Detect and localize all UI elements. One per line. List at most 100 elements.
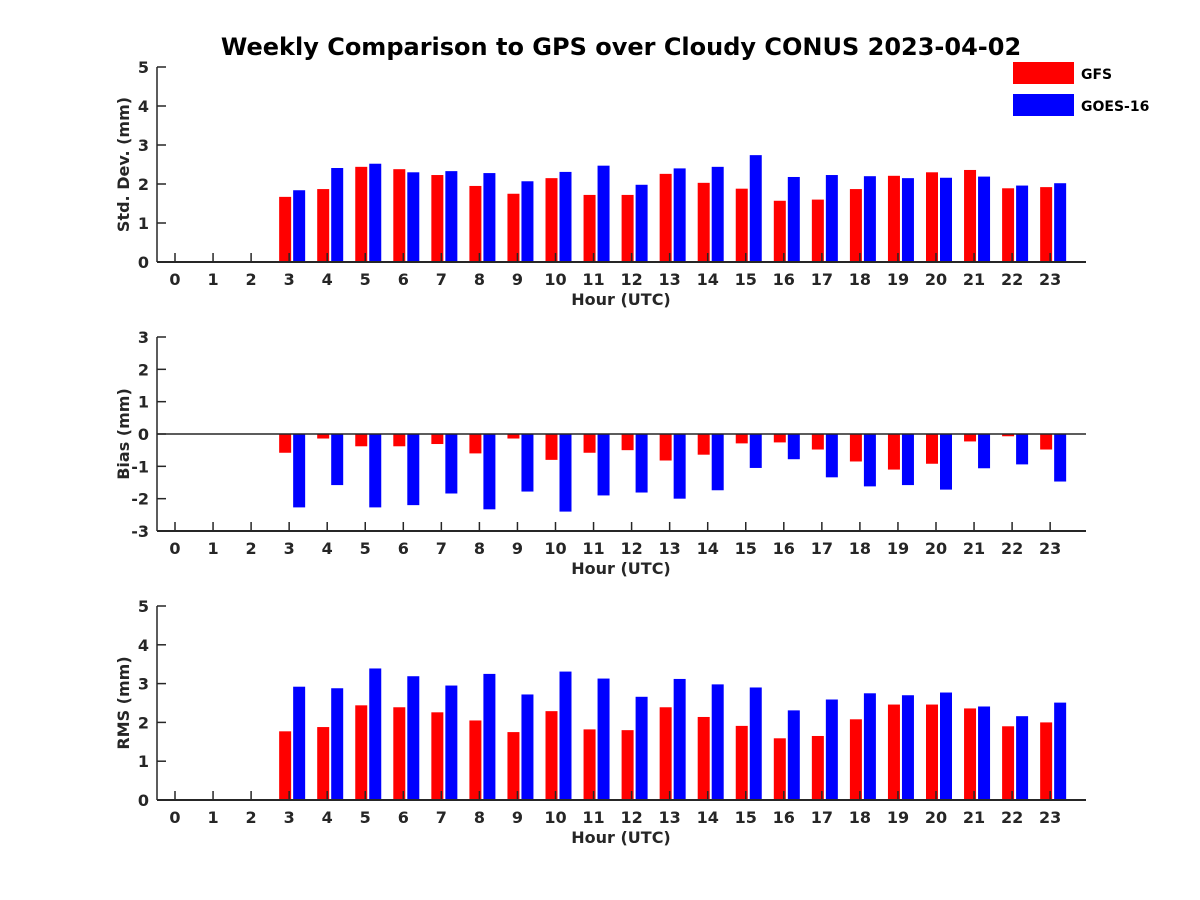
bar-gfs-hour-11 [583, 434, 596, 453]
x-tick-label: 6 [398, 808, 409, 827]
x-tick-label: 9 [512, 270, 523, 289]
bar-gfs-hour-18 [849, 189, 862, 262]
y-tick-label: 5 [138, 58, 149, 77]
x-axis-label: Hour (UTC) [571, 290, 671, 309]
x-tick-label: 0 [169, 270, 180, 289]
bar-gfs-hour-18 [849, 719, 862, 800]
bar-gfs-hour-22 [1002, 188, 1015, 262]
bar-goes-16-hour-19 [901, 695, 914, 800]
y-tick-label: 0 [138, 253, 149, 272]
bar-goes-16-hour-15 [749, 687, 762, 800]
bar-goes-16-hour-17 [825, 175, 838, 262]
legend-swatch [1013, 62, 1074, 84]
x-tick-label: 22 [1001, 539, 1023, 558]
y-tick-label: 4 [138, 97, 149, 116]
bar-goes-16-hour-5 [369, 434, 382, 508]
x-tick-label: 22 [1001, 270, 1023, 289]
bar-gfs-hour-13 [659, 434, 672, 461]
y-tick-label: 2 [138, 360, 149, 379]
legend: GFS GOES-16 [1013, 62, 1149, 116]
bar-gfs-hour-21 [964, 169, 977, 262]
x-tick-label: 12 [620, 539, 642, 558]
bar-gfs-hour-13 [659, 707, 672, 800]
bar-gfs-hour-17 [811, 199, 824, 262]
bar-gfs-hour-3 [279, 731, 292, 800]
x-tick-label: 18 [849, 270, 871, 289]
bar-goes-16-hour-20 [940, 177, 952, 262]
x-tick-label: 1 [207, 539, 218, 558]
bar-gfs-hour-8 [469, 434, 482, 454]
bar-gfs-hour-20 [926, 172, 938, 262]
x-tick-label: 18 [849, 539, 871, 558]
x-tick-label: 12 [620, 808, 642, 827]
bar-goes-16-hour-18 [863, 693, 876, 800]
x-tick-label: 4 [322, 270, 333, 289]
x-tick-label: 5 [360, 808, 371, 827]
x-tick-label: 12 [620, 270, 642, 289]
bar-gfs-hour-11 [583, 729, 596, 800]
x-tick-label: 20 [925, 270, 947, 289]
bar-gfs-hour-19 [887, 704, 900, 800]
x-tick-label: 5 [360, 270, 371, 289]
bar-goes-16-hour-10 [559, 171, 572, 262]
x-tick-label: 7 [436, 270, 447, 289]
x-tick-label: 14 [697, 270, 719, 289]
x-tick-label: 16 [773, 539, 795, 558]
bar-gfs-hour-10 [545, 434, 558, 460]
x-tick-label: 1 [207, 808, 218, 827]
bar-gfs-hour-19 [887, 434, 900, 470]
bar-goes-16-hour-5 [369, 163, 382, 262]
x-tick-label: 15 [735, 270, 757, 289]
bar-goes-16-hour-14 [711, 684, 724, 800]
x-tick-label: 19 [887, 539, 909, 558]
y-tick-label: 0 [138, 791, 149, 810]
bar-gfs-hour-5 [355, 705, 368, 800]
x-tick-label: 14 [697, 539, 719, 558]
bar-goes-16-hour-11 [597, 434, 610, 496]
bar-goes-16-hour-18 [863, 434, 876, 487]
x-tick-label: 11 [582, 270, 604, 289]
bar-goes-16-hour-17 [825, 434, 838, 478]
x-tick-label: 16 [773, 808, 795, 827]
y-axis-label: RMS (mm) [114, 656, 133, 749]
bar-goes-16-hour-6 [407, 434, 420, 506]
x-tick-label: 20 [925, 539, 947, 558]
x-tick-label: 10 [544, 808, 566, 827]
bar-goes-16-hour-8 [483, 173, 496, 262]
bar-gfs-hour-15 [735, 434, 748, 444]
bar-gfs-hour-18 [849, 434, 862, 462]
bar-gfs-hour-16 [773, 200, 786, 262]
bar-goes-16-hour-6 [407, 172, 420, 262]
x-tick-label: 17 [811, 270, 833, 289]
bar-goes-16-hour-12 [635, 434, 648, 493]
bar-gfs-hour-14 [697, 434, 710, 455]
x-tick-label: 13 [659, 539, 681, 558]
x-tick-label: 10 [544, 270, 566, 289]
x-tick-label: 19 [887, 270, 909, 289]
bar-gfs-hour-15 [735, 725, 748, 800]
chart-title: Weekly Comparison to GPS over Cloudy CON… [221, 33, 1021, 61]
x-axis-label: Hour (UTC) [571, 559, 671, 578]
legend-item-gfs: GFS [1013, 62, 1112, 84]
bar-goes-16-hour-21 [978, 706, 991, 800]
bar-gfs-hour-6 [393, 434, 406, 447]
bar-goes-16-hour-13 [673, 168, 686, 262]
bars [279, 668, 1067, 800]
x-tick-label: 9 [512, 539, 523, 558]
legend-swatch [1013, 94, 1074, 116]
bar-goes-16-hour-10 [559, 671, 572, 800]
bar-goes-16-hour-15 [749, 434, 762, 468]
bar-goes-16-hour-13 [673, 678, 686, 800]
bar-gfs-hour-20 [926, 704, 938, 800]
x-tick-label: 15 [735, 808, 757, 827]
bar-gfs-hour-19 [887, 175, 900, 262]
bar-gfs-hour-4 [317, 727, 330, 800]
bar-gfs-hour-6 [393, 169, 406, 262]
bar-goes-16-hour-7 [445, 685, 458, 800]
y-axis-label: Bias (mm) [114, 388, 133, 480]
y-tick-label: -1 [131, 457, 149, 476]
x-tick-label: 20 [925, 808, 947, 827]
y-tick-label: 3 [138, 328, 149, 347]
